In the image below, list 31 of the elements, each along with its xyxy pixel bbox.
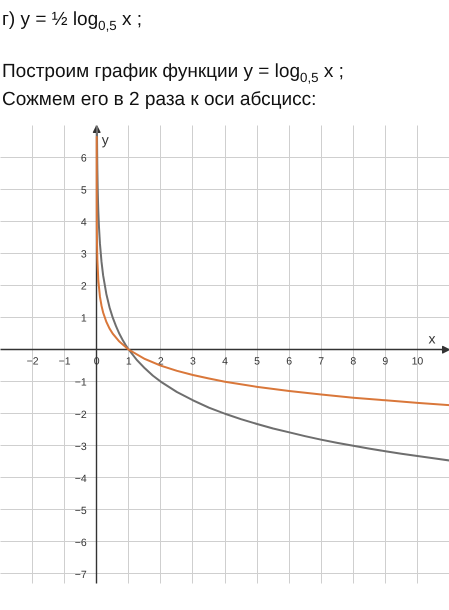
y-tick-label: 4 — [80, 216, 87, 229]
x-tick-label: 8 — [350, 356, 356, 368]
y-tick-label: 1 — [80, 312, 87, 325]
x-axis-title: x — [428, 330, 436, 347]
x-tick-label: 5 — [254, 356, 260, 368]
chart-title: г) y = ½ log$_{0,5}$ x ; — [1, 8, 144, 35]
y-tick-label: −3 — [74, 440, 87, 453]
y-tick-label: 3 — [80, 248, 87, 261]
y-tick-label: 2 — [80, 280, 87, 293]
x-tick-label: 3 — [190, 356, 196, 368]
x-tick-label: 7 — [318, 356, 324, 368]
x-tick-label: 2 — [158, 356, 164, 368]
x-tick-label: 1 — [126, 356, 132, 368]
y-tick-label: −5 — [74, 504, 87, 517]
x-tick-label: −1 — [58, 356, 71, 368]
y-tick-label: −7 — [74, 568, 87, 581]
x-tick-label: 9 — [382, 356, 388, 368]
text: Построим график функции y = log$_{0,5}$ x ; — [1, 60, 344, 86]
y-tick-label: −6 — [74, 536, 87, 549]
y-tick-label: −4 — [74, 472, 87, 485]
y-tick-label: 6 — [80, 152, 87, 165]
y-tick-label: −2 — [74, 408, 87, 421]
y-tick-label: 5 — [80, 184, 87, 197]
x-tick-label: 10 — [412, 356, 424, 368]
x-tick-label: 4 — [222, 356, 228, 368]
y-axis-title: y — [102, 132, 109, 148]
line-series — [96, 136, 449, 406]
x-tick-label: −2 — [26, 356, 39, 368]
y-tick-label: −1 — [74, 376, 87, 389]
text: Сожмем его в 2 раза к оси абсцисс: — [1, 88, 318, 112]
x-tick-label: 6 — [286, 356, 292, 368]
